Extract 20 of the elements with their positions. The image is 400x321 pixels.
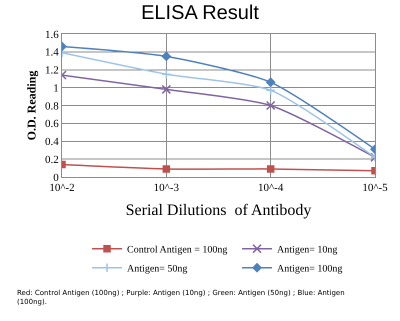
y-tick-label: 0.6 (45, 118, 60, 130)
y-tick-label: 1 (53, 82, 59, 94)
x-tick-label: 10^-3 (154, 182, 180, 194)
y-tick-label: 1.2 (45, 64, 59, 77)
y-tick-label: 0.4 (45, 136, 60, 148)
x-axis-title: Serial Dilutions of Antibody (126, 202, 312, 219)
y-axis-title: O.D. Reading (24, 70, 38, 140)
x-tick-label: 10^-2 (49, 182, 75, 194)
legend-label: Antigen= 100ng (277, 264, 342, 275)
y-tick-label: 1.4 (45, 46, 60, 59)
x-tick-label: 10^-5 (362, 182, 388, 194)
legend-label: Control Antigen = 100ng (127, 244, 228, 256)
y-tick-label: 0.2 (45, 154, 59, 166)
x-tick-label: 10^-4 (258, 182, 284, 194)
legend-label: Antigen= 50ng (127, 264, 188, 275)
y-tick-label: 0 (53, 172, 60, 184)
chart-title: ELISA Result (141, 2, 260, 24)
y-tick-label: 1.6 (45, 28, 60, 41)
y-tick-label: 0.8 (45, 100, 60, 112)
legend-label: Antigen= 10ng (277, 244, 338, 256)
